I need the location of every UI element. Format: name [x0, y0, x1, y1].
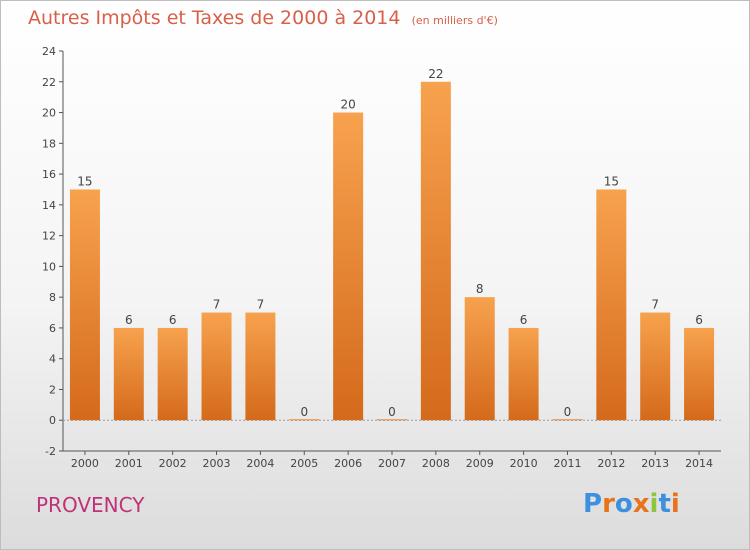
x-tick-label: 2002 — [159, 457, 187, 470]
bar — [201, 312, 232, 421]
bar — [640, 312, 671, 421]
bar — [333, 112, 364, 421]
chart-bars: 15 6 6 7 7 0 20 0 22 8 6 0 15 7 6 — [69, 67, 715, 421]
y-tick-label: 14 — [42, 199, 56, 212]
bar-value-label: 0 — [388, 405, 396, 419]
bar-value-label: 7 — [257, 298, 265, 312]
x-tick-label: 2006 — [334, 457, 362, 470]
y-tick-label: 24 — [42, 45, 56, 58]
y-tick-label: 10 — [42, 260, 56, 273]
x-tick-label: 2000 — [71, 457, 99, 470]
bar — [113, 327, 144, 421]
city-name: PROVENCY — [36, 493, 145, 517]
bar — [157, 327, 188, 421]
bar — [420, 81, 451, 421]
bar-value-label: 22 — [428, 67, 443, 81]
bar-value-label: 6 — [125, 313, 133, 327]
x-tick-label: 2014 — [685, 457, 713, 470]
x-tick-label: 2004 — [246, 457, 274, 470]
x-tick-label: 2009 — [466, 457, 494, 470]
y-tick-label: 18 — [42, 137, 56, 150]
y-tick-label: 0 — [49, 414, 56, 427]
proxiti-logo: Proxiti — [583, 489, 680, 519]
logo-letter: o — [614, 489, 633, 519]
chart-title: Autres Impôts et Taxes de 2000 à 2014 — [28, 7, 401, 29]
bar-value-label: 6 — [520, 313, 528, 327]
y-tick-label: -2 — [45, 445, 56, 458]
x-tick-label: 2003 — [203, 457, 231, 470]
bar — [508, 327, 539, 421]
bar-value-label: 15 — [604, 174, 619, 188]
x-tick-label: 2001 — [115, 457, 143, 470]
bar-value-label: 20 — [340, 98, 355, 112]
logo-letter: t — [658, 489, 671, 519]
x-tick-label: 2008 — [422, 457, 450, 470]
y-tick-label: 12 — [42, 230, 56, 243]
bar-value-label: 6 — [169, 313, 177, 327]
y-tick-label: 2 — [49, 383, 56, 396]
bar-value-label: 0 — [564, 405, 572, 419]
bar-value-label: 7 — [651, 298, 659, 312]
logo-letter: i — [649, 489, 659, 519]
y-tick-label: 8 — [49, 291, 56, 304]
x-tick-label: 2010 — [510, 457, 538, 470]
logo-letter: i — [670, 489, 680, 519]
logo-letter: P — [583, 489, 603, 519]
y-tick-label: 20 — [42, 107, 56, 120]
logo-letter: x — [632, 489, 650, 519]
bar — [377, 419, 407, 421]
x-tick-label: 2013 — [641, 457, 669, 470]
chart-subtitle: (en milliers d'€) — [411, 14, 498, 27]
y-tick-label: 16 — [42, 168, 56, 181]
bar — [596, 189, 627, 421]
y-tick-label: 6 — [49, 322, 56, 335]
bar-value-label: 6 — [695, 313, 703, 327]
bar — [684, 327, 715, 421]
bar — [552, 419, 583, 421]
bar-value-label: 8 — [476, 282, 484, 296]
bar — [464, 297, 495, 421]
y-tick-label: 4 — [49, 353, 56, 366]
y-tick-label: 22 — [42, 76, 56, 89]
x-tick-label: 2005 — [290, 457, 318, 470]
x-tick-label: 2007 — [378, 457, 406, 470]
x-tick-label: 2012 — [597, 457, 625, 470]
bar-value-label: 7 — [213, 298, 221, 312]
bar-value-label: 0 — [300, 405, 308, 419]
bar-value-label: 15 — [77, 174, 92, 188]
x-tick-label: 2011 — [553, 457, 581, 470]
chart-title-block: Autres Impôts et Taxes de 2000 à 2014 (e… — [28, 7, 498, 29]
bar — [245, 312, 276, 421]
bar — [69, 189, 100, 421]
bar — [289, 419, 320, 421]
logo-letter: r — [602, 489, 615, 519]
